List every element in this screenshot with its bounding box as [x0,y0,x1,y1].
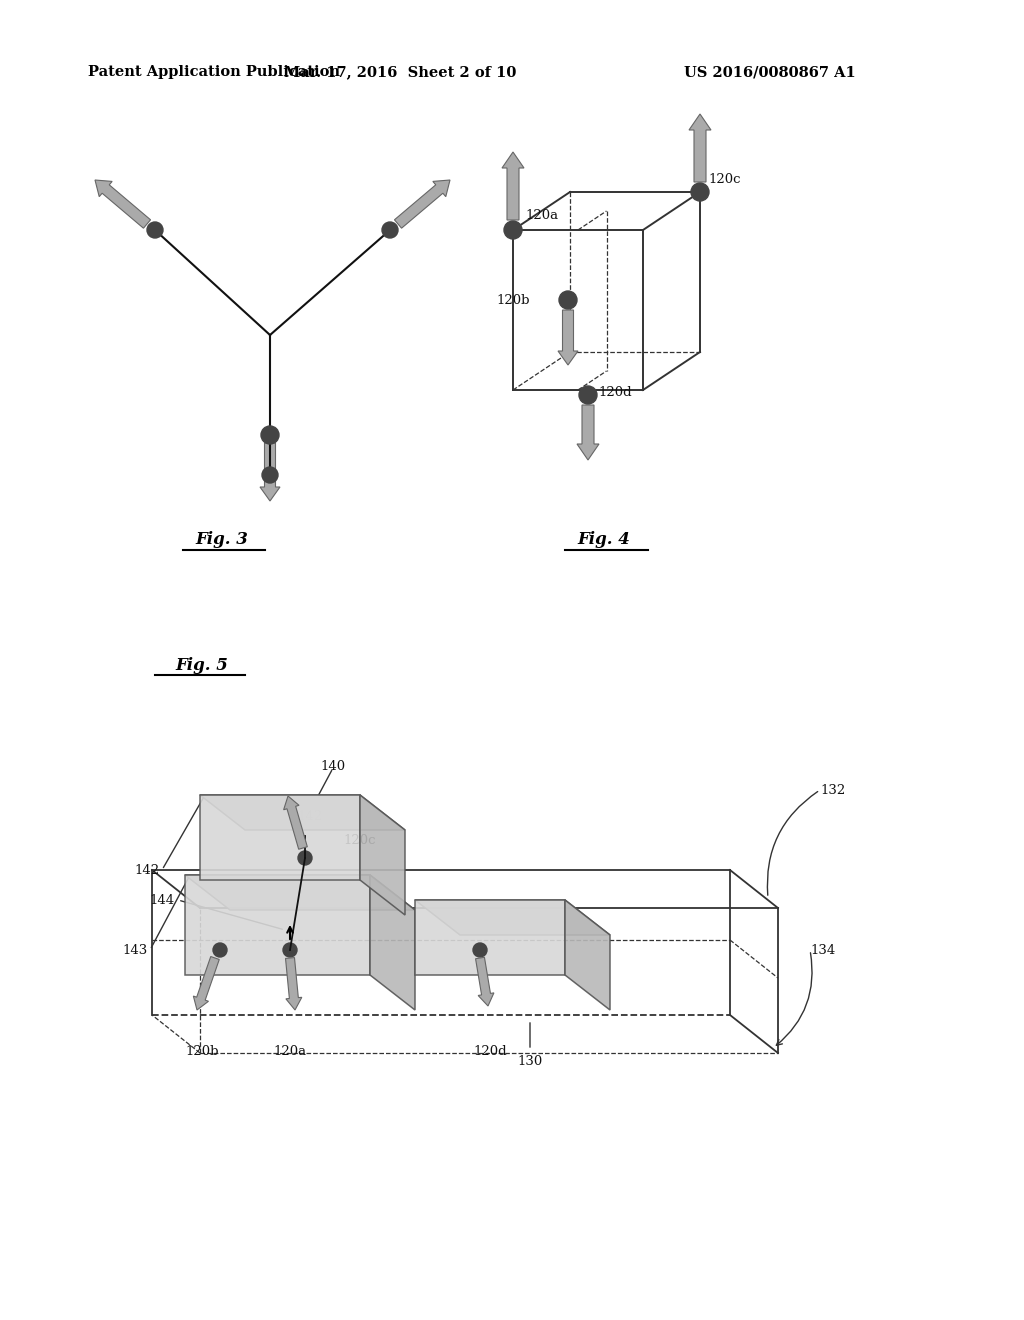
Text: 142: 142 [297,810,323,822]
Text: 144: 144 [150,894,175,907]
FancyArrow shape [284,796,307,849]
Text: 120c: 120c [343,833,376,846]
Text: US 2016/0080867 A1: US 2016/0080867 A1 [684,65,856,79]
FancyArrow shape [95,180,151,228]
Text: 142: 142 [135,863,160,876]
Text: 120b: 120b [497,293,530,306]
Text: 120a: 120a [273,1045,306,1059]
FancyArrow shape [194,957,219,1010]
Text: 120b: 120b [185,1045,219,1059]
FancyArrow shape [286,957,302,1010]
Text: 132: 132 [820,784,845,796]
Text: Fig. 3: Fig. 3 [196,532,249,549]
Polygon shape [565,900,610,1010]
Polygon shape [200,795,360,880]
FancyArrow shape [394,180,450,228]
Polygon shape [185,875,415,909]
Text: 120a: 120a [525,209,558,222]
FancyArrow shape [558,310,578,366]
Circle shape [473,942,487,957]
Circle shape [579,385,597,404]
Circle shape [213,942,227,957]
Circle shape [298,851,312,865]
Text: 143: 143 [123,944,148,957]
Polygon shape [185,875,370,975]
Circle shape [559,290,577,309]
Polygon shape [360,795,406,915]
Text: Mar. 17, 2016  Sheet 2 of 10: Mar. 17, 2016 Sheet 2 of 10 [284,65,516,79]
Text: 120d: 120d [473,1045,507,1059]
FancyArrow shape [577,405,599,459]
Text: Fig. 5: Fig. 5 [175,656,228,673]
Polygon shape [200,795,406,830]
Polygon shape [415,900,565,975]
FancyArrow shape [260,444,280,502]
Text: 140: 140 [321,760,345,774]
Text: 134: 134 [810,944,836,957]
Circle shape [504,220,522,239]
Circle shape [147,222,163,238]
Text: Fig. 4: Fig. 4 [578,532,631,549]
Text: 130: 130 [517,1055,543,1068]
Polygon shape [415,900,610,935]
Text: 120d: 120d [598,387,632,400]
Circle shape [382,222,398,238]
Circle shape [283,942,297,957]
Text: Patent Application Publication: Patent Application Publication [88,65,340,79]
FancyArrow shape [475,957,494,1006]
Text: 120c: 120c [708,173,740,186]
Circle shape [261,426,279,444]
Circle shape [262,467,278,483]
Polygon shape [370,875,415,1010]
FancyArrow shape [689,114,711,182]
Circle shape [691,183,709,201]
FancyArrow shape [502,152,524,220]
